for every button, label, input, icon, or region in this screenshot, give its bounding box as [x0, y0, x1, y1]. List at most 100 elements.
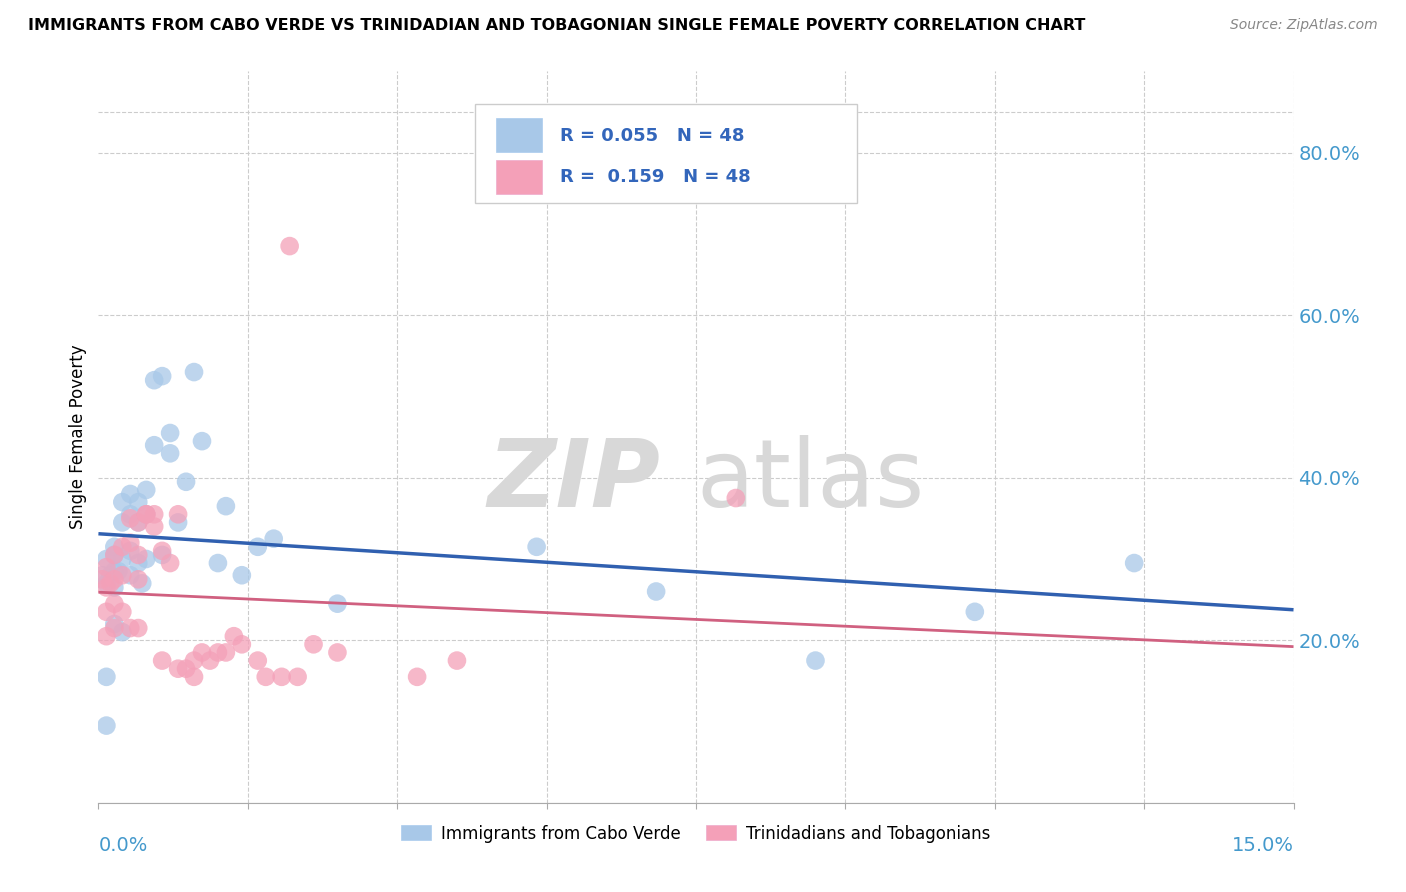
Point — [135, 552, 157, 566]
Point — [103, 540, 125, 554]
Point — [159, 556, 181, 570]
Y-axis label: Single Female Poverty: Single Female Poverty — [69, 345, 87, 529]
Point — [120, 621, 142, 635]
Point — [143, 508, 166, 522]
Point — [96, 581, 118, 595]
Point — [191, 645, 214, 659]
Point — [98, 568, 122, 582]
Point — [91, 568, 114, 582]
Point — [96, 718, 118, 732]
Point — [103, 564, 125, 578]
Point — [1123, 556, 1146, 570]
Text: R =  0.159   N = 48: R = 0.159 N = 48 — [560, 169, 751, 186]
Point — [215, 645, 238, 659]
Point — [98, 576, 122, 591]
Point — [246, 654, 269, 668]
Point — [135, 508, 157, 522]
Point — [174, 662, 197, 676]
Point — [120, 511, 142, 525]
Point — [107, 564, 129, 578]
Point — [143, 438, 166, 452]
Point — [326, 597, 349, 611]
Point — [127, 572, 149, 586]
Point — [150, 369, 173, 384]
Point — [207, 645, 229, 659]
Point — [526, 540, 548, 554]
Point — [111, 625, 134, 640]
Legend: Immigrants from Cabo Verde, Trinidadians and Tobagonians: Immigrants from Cabo Verde, Trinidadians… — [395, 818, 997, 849]
Point — [645, 584, 668, 599]
Point — [96, 629, 118, 643]
Point — [198, 654, 221, 668]
Point — [120, 535, 142, 549]
Point — [302, 637, 325, 651]
Point — [278, 239, 301, 253]
Point — [96, 605, 118, 619]
Point — [103, 597, 125, 611]
Point — [131, 576, 153, 591]
Point — [167, 516, 190, 530]
Point — [135, 483, 157, 497]
Text: Source: ZipAtlas.com: Source: ZipAtlas.com — [1230, 18, 1378, 32]
Point — [222, 629, 245, 643]
Point — [103, 572, 125, 586]
Point — [231, 568, 253, 582]
Point — [111, 605, 134, 619]
Point — [111, 495, 134, 509]
Point — [111, 568, 134, 582]
Point — [174, 475, 197, 489]
Point — [183, 670, 205, 684]
Point — [103, 548, 125, 562]
Point — [270, 670, 292, 684]
Point — [231, 637, 253, 651]
Point — [103, 621, 125, 635]
FancyBboxPatch shape — [496, 118, 541, 153]
Point — [159, 446, 181, 460]
Point — [135, 508, 157, 522]
Point — [207, 556, 229, 570]
Point — [96, 576, 118, 591]
Point — [287, 670, 309, 684]
Text: IMMIGRANTS FROM CABO VERDE VS TRINIDADIAN AND TOBAGONIAN SINGLE FEMALE POVERTY C: IMMIGRANTS FROM CABO VERDE VS TRINIDADIA… — [28, 18, 1085, 33]
Point — [91, 572, 114, 586]
Point — [183, 365, 205, 379]
Point — [120, 544, 142, 558]
Point — [446, 654, 468, 668]
Point — [183, 654, 205, 668]
Point — [263, 532, 285, 546]
Point — [246, 540, 269, 554]
Point — [127, 495, 149, 509]
FancyBboxPatch shape — [475, 104, 858, 203]
Point — [127, 556, 149, 570]
Point — [127, 516, 149, 530]
Point — [120, 487, 142, 501]
Point — [326, 645, 349, 659]
Point — [111, 552, 134, 566]
Point — [167, 508, 190, 522]
Point — [103, 548, 125, 562]
FancyBboxPatch shape — [496, 160, 541, 194]
Text: ZIP: ZIP — [488, 435, 661, 527]
Point — [111, 516, 134, 530]
Point — [159, 425, 181, 440]
Point — [135, 508, 157, 522]
Text: atlas: atlas — [696, 435, 924, 527]
Point — [167, 662, 190, 676]
Point — [96, 552, 118, 566]
Point — [120, 508, 142, 522]
Point — [963, 605, 986, 619]
Point — [111, 540, 134, 554]
Point — [254, 670, 277, 684]
Point — [215, 499, 238, 513]
Point — [191, 434, 214, 449]
Point — [127, 516, 149, 530]
Point — [804, 654, 827, 668]
Point — [120, 568, 142, 582]
Point — [127, 621, 149, 635]
Point — [143, 373, 166, 387]
Point — [150, 544, 173, 558]
Point — [150, 548, 173, 562]
Text: 15.0%: 15.0% — [1232, 836, 1294, 855]
Point — [150, 654, 173, 668]
Point — [724, 491, 747, 505]
